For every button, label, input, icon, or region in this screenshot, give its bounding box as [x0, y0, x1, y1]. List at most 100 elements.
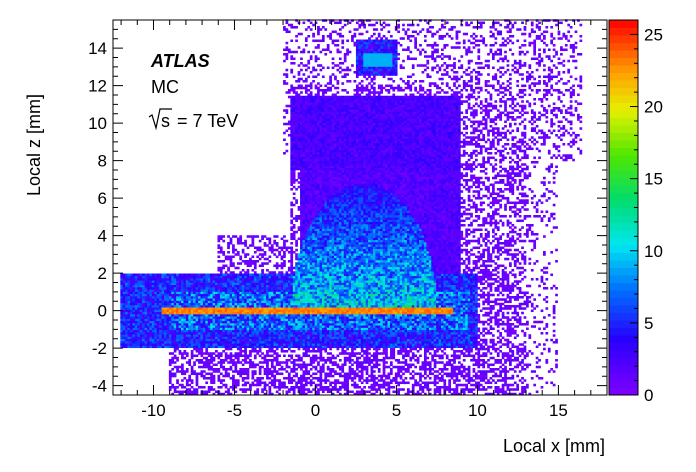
heatmap-cell [246, 284, 250, 288]
heatmap-cell [295, 131, 298, 135]
heatmap-cell [275, 244, 279, 247]
heatmap-cell [258, 372, 262, 376]
heatmap-cell [241, 248, 245, 252]
heatmap-cell [122, 275, 126, 279]
heatmap-cell [181, 302, 184, 306]
heatmap-cell [236, 354, 240, 358]
heatmap-cell [297, 158, 301, 162]
heatmap-cell [287, 388, 291, 391]
heatmap-cell [241, 334, 245, 337]
heatmap-cell [307, 287, 311, 290]
heatmap-cell [185, 341, 189, 344]
heatmap-cell [307, 300, 311, 304]
heatmap-cell [183, 302, 187, 306]
heatmap-cell [270, 334, 274, 337]
heatmap-cell [185, 392, 189, 396]
heatmap-cell [144, 275, 148, 279]
heatmap-cell [283, 305, 286, 308]
heatmap-cell [309, 167, 313, 171]
heatmap-cell [168, 327, 172, 331]
heatmap-cell [307, 154, 311, 157]
heatmap-cell [321, 217, 325, 220]
heatmap-cell [314, 293, 318, 297]
heatmap-cell [266, 244, 269, 247]
heatmap-cell [244, 347, 247, 351]
heatmap-cell [181, 325, 184, 328]
heatmap-cell [217, 314, 221, 317]
heatmap-cell [258, 341, 262, 344]
heatmap-cell [249, 361, 252, 364]
heatmap-cell [258, 273, 262, 277]
heatmap-cell [215, 316, 218, 319]
heatmap-cell [270, 289, 274, 292]
heatmap-cell [200, 365, 204, 369]
heatmap-cell [181, 390, 184, 394]
heatmap-cell [232, 329, 235, 333]
heatmap-cell [292, 305, 296, 308]
heatmap-cell [137, 332, 141, 335]
heatmap-cell [273, 253, 277, 256]
heatmap-cell [219, 314, 223, 317]
heatmap-cell [304, 345, 308, 349]
heatmap-cell [304, 251, 308, 254]
heatmap-cell [156, 282, 160, 286]
heatmap-cell [149, 300, 153, 304]
heatmap-cell [256, 287, 260, 290]
heatmap-cell [292, 129, 296, 133]
heatmap-cell [302, 379, 306, 382]
heatmap-cell [249, 282, 252, 286]
heatmap-cell [258, 248, 262, 252]
heatmap-cell [312, 332, 315, 335]
heatmap-cell [219, 363, 223, 367]
heatmap-cell [273, 309, 277, 313]
heatmap-cell [307, 221, 311, 225]
heatmap-cell [304, 95, 308, 99]
heatmap-cell [176, 307, 179, 310]
heatmap-cell [246, 309, 250, 313]
heatmap-cell [292, 282, 296, 286]
heatmap-cell [159, 302, 162, 306]
heatmap-cell [185, 336, 189, 340]
heatmap-cell [285, 296, 289, 299]
heatmap-cell [278, 307, 281, 310]
heatmap-cell [190, 298, 194, 301]
heatmap-cell [319, 217, 323, 220]
heatmap-cell [302, 107, 306, 110]
heatmap-cell [283, 327, 286, 331]
heatmap-cell [312, 127, 315, 130]
heatmap-cell [122, 323, 126, 326]
heatmap-cell [261, 318, 264, 322]
heatmap-cell [227, 300, 230, 304]
heatmap-cell [302, 278, 306, 281]
heatmap-cell [246, 356, 250, 360]
heatmap-cell [212, 327, 216, 331]
heatmap-cell [312, 194, 315, 198]
heatmap-cell [319, 242, 323, 245]
heatmap-cell [173, 287, 177, 290]
heatmap-cell [249, 305, 252, 308]
heatmap-cell [268, 318, 272, 322]
heatmap-cell [205, 296, 209, 299]
heatmap-cell [283, 291, 286, 295]
heatmap-cell [304, 262, 308, 265]
heatmap-cell [200, 325, 204, 328]
heatmap-cell [295, 116, 298, 119]
heatmap-cell [171, 273, 175, 277]
heatmap-cell [258, 338, 262, 342]
heatmap-cell [122, 316, 126, 319]
heatmap-cell [321, 291, 325, 295]
heatmap-cell [120, 305, 124, 308]
heatmap-cell [190, 320, 194, 324]
heatmap-cell [285, 309, 289, 313]
heatmap-cell [251, 298, 255, 301]
heatmap-cell [314, 143, 318, 146]
heatmap-cell [188, 316, 192, 319]
heatmap-cell [307, 336, 311, 340]
heatmap-cell [251, 287, 255, 290]
heatmap-cell [217, 284, 221, 288]
heatmap-cell [302, 143, 306, 146]
heatmap-cell [321, 109, 325, 112]
heatmap-cell [251, 383, 255, 387]
heatmap-cell [127, 341, 131, 344]
heatmap-cell [258, 334, 262, 337]
